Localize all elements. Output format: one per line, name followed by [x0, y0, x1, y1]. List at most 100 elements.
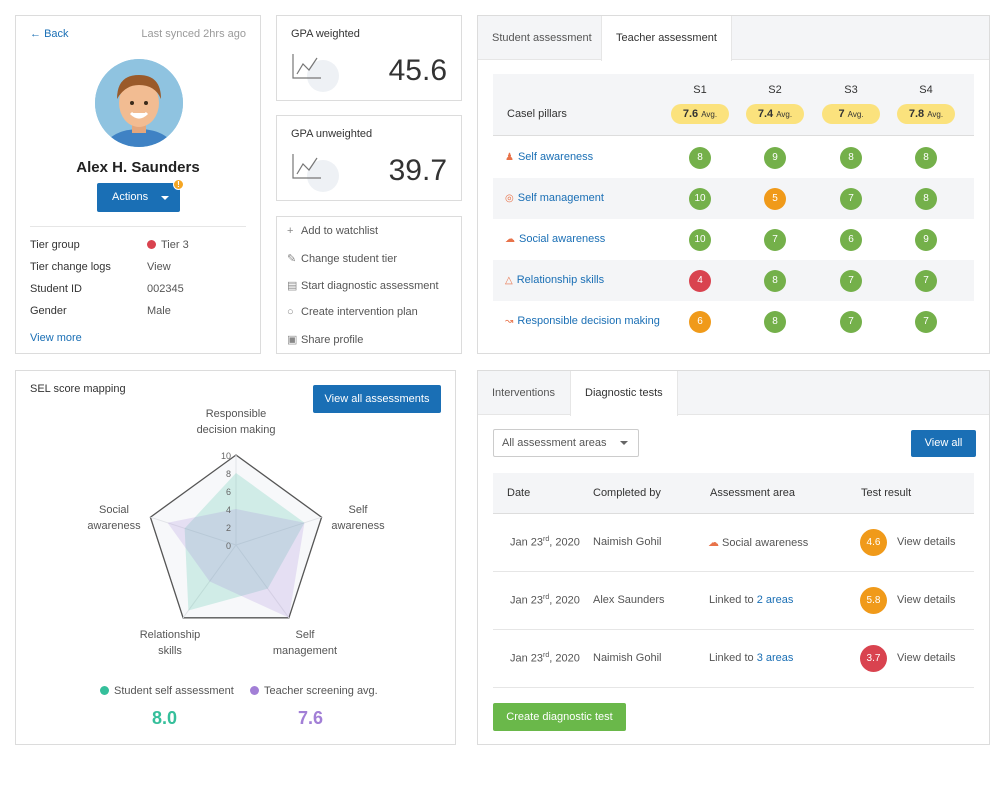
score-badge: 8 — [840, 147, 862, 169]
radar-axis-line — [150, 516, 237, 546]
radar-axis-line — [182, 544, 237, 619]
chart-icon: ↝ — [505, 316, 514, 327]
score-badge: 4 — [689, 270, 711, 292]
col-completed-by: Completed by — [593, 487, 661, 499]
radar-tick-label: 2 — [226, 523, 231, 533]
row-date: Jan 23rd, 2020 — [510, 594, 580, 607]
share-profile-action[interactable]: ▣ Share profile — [287, 333, 363, 346]
axis-label-line: decision making — [196, 424, 276, 436]
info-label-tier-group: Tier group — [30, 239, 80, 251]
info-label-student-id: Student ID — [30, 283, 82, 295]
avg-value: 7.8 — [908, 108, 925, 120]
score-badge: 9 — [915, 229, 937, 251]
tab-student-assessment[interactable]: Student assessment — [492, 32, 592, 44]
view-details-link[interactable]: View details — [897, 536, 956, 548]
row-area: Linked to 2 areas — [709, 594, 794, 606]
avatar — [95, 59, 183, 147]
pillar-link[interactable]: ◎ Self management — [505, 192, 604, 204]
share-icon: ▣ — [287, 334, 298, 346]
gpa-unweighted-value: 39.7 — [388, 154, 447, 187]
gpa-weighted-card: GPA weighted 45.6 — [276, 15, 462, 101]
session-header-s2: S2 — [768, 84, 782, 96]
student-name: Alex H. Saunders — [76, 159, 200, 176]
pillar-row-responsible-decision: ↝ Responsible decision making 6 8 7 7 — [493, 301, 974, 342]
view-more-link[interactable]: View more — [30, 332, 82, 344]
start-diagnostic-action[interactable]: ▤ Start diagnostic assessment — [287, 279, 439, 292]
row-completed-by: Naimish Gohil — [593, 652, 662, 664]
pillar-name: Responsible decision making — [517, 315, 660, 327]
avg-pill-s4: 7.8 Avg. — [897, 104, 955, 124]
pillar-link[interactable]: ♟ Self awareness — [505, 151, 593, 163]
score-badge: 6 — [689, 311, 711, 333]
view-all-button[interactable]: View all — [911, 430, 976, 457]
add-to-watchlist-action[interactable]: + Add to watchlist — [287, 225, 378, 237]
radar-tick-label: 10 — [221, 451, 231, 461]
linked-areas-link[interactable]: 3 areas — [756, 652, 794, 664]
tab-interventions[interactable]: Interventions — [492, 387, 555, 399]
create-diagnostic-test-button[interactable]: Create diagnostic test — [493, 703, 626, 731]
pillar-link[interactable]: △ Relationship skills — [505, 274, 604, 286]
session-header-s1: S1 — [693, 84, 707, 96]
axis-label-line: Responsible — [205, 408, 267, 420]
pillar-link[interactable]: ☁ Social awareness — [505, 233, 605, 245]
col-test-result: Test result — [861, 487, 912, 499]
gender-value: Male — [147, 305, 171, 317]
action-label: Create intervention plan — [301, 306, 418, 318]
avg-pill-s1: 7.6 Avg. — [671, 104, 729, 124]
tier-logs-view-link[interactable]: View — [147, 261, 171, 273]
alert-badge: ! — [173, 179, 184, 190]
score-badge: 8 — [764, 311, 786, 333]
student-id-value: 002345 — [147, 283, 184, 295]
axis-label-line: Social — [99, 504, 129, 516]
student-score: 8.0 — [152, 708, 178, 728]
view-details-link[interactable]: View details — [897, 652, 956, 664]
row-area: Linked to 3 areas — [709, 652, 794, 664]
row-area: ☁ Social awareness — [708, 537, 809, 549]
pillar-name: Self management — [517, 192, 604, 204]
score-badge: 8 — [915, 188, 937, 210]
gpa-unweighted-label: GPA unweighted — [291, 128, 373, 140]
pencil-icon: ✎ — [287, 253, 297, 265]
view-all-assessments-button[interactable]: View all assessments — [313, 385, 441, 413]
assessment-table-header: Casel pillars S1 S2 S3 S4 7.6 Avg. 7.4 A… — [493, 74, 974, 136]
diagnostic-card: Interventions Diagnostic tests All asses… — [477, 370, 990, 745]
trend-chart-icon — [292, 54, 339, 92]
casel-pillars-header: Casel pillars — [507, 108, 567, 120]
result-score: 5.8 — [860, 587, 887, 614]
row-completed-by: Naimish Gohil — [593, 536, 662, 548]
legend-dot — [100, 686, 109, 695]
pillar-name: Self awareness — [517, 151, 594, 163]
select-value: All assessment areas — [502, 437, 607, 449]
radar-axis-line — [235, 544, 290, 619]
action-label: Change student tier — [301, 253, 398, 265]
score-badge: 7 — [840, 270, 862, 292]
score-badge: 10 — [689, 188, 711, 210]
assessment-area-select[interactable]: All assessment areas — [493, 429, 639, 457]
axis-label-line: Self — [295, 629, 315, 641]
axis-label-social-awareness: Social awareness — [72, 502, 156, 534]
gpa-unweighted-card: GPA unweighted 39.7 — [276, 115, 462, 201]
pillar-name: Relationship skills — [516, 274, 605, 286]
tab-teacher-assessment[interactable]: Teacher assessment — [601, 16, 732, 61]
info-label-gender: Gender — [30, 305, 67, 317]
people-icon: △ — [505, 275, 513, 286]
score-badge: 7 — [915, 270, 937, 292]
result-score: 4.6 — [860, 529, 887, 556]
avg-value: 7.4 — [757, 108, 774, 120]
actions-button[interactable]: Actions ! — [97, 179, 184, 212]
linked-areas-link[interactable]: 2 areas — [756, 594, 794, 606]
radar-series-teacher — [167, 509, 305, 618]
pillar-row-social-awareness: ☁ Social awareness 10 7 6 9 — [493, 219, 974, 260]
tab-diagnostic-tests[interactable]: Diagnostic tests — [570, 371, 678, 416]
axis-label-self-management: Self management — [260, 627, 350, 659]
pillar-row-relationship-skills: △ Relationship skills 4 8 7 7 — [493, 260, 974, 301]
session-header-s4: S4 — [919, 84, 933, 96]
radar-axis-line — [235, 516, 322, 546]
view-details-link[interactable]: View details — [897, 594, 956, 606]
pillar-link[interactable]: ↝ Responsible decision making — [505, 315, 660, 327]
score-badge: 7 — [840, 311, 862, 333]
create-intervention-action[interactable]: ○ Create intervention plan — [287, 306, 418, 318]
back-link[interactable]: ← Back — [30, 28, 69, 40]
assessment-tabs: Student assessment Teacher assessment — [478, 16, 989, 61]
change-tier-action[interactable]: ✎ Change student tier — [287, 252, 397, 265]
